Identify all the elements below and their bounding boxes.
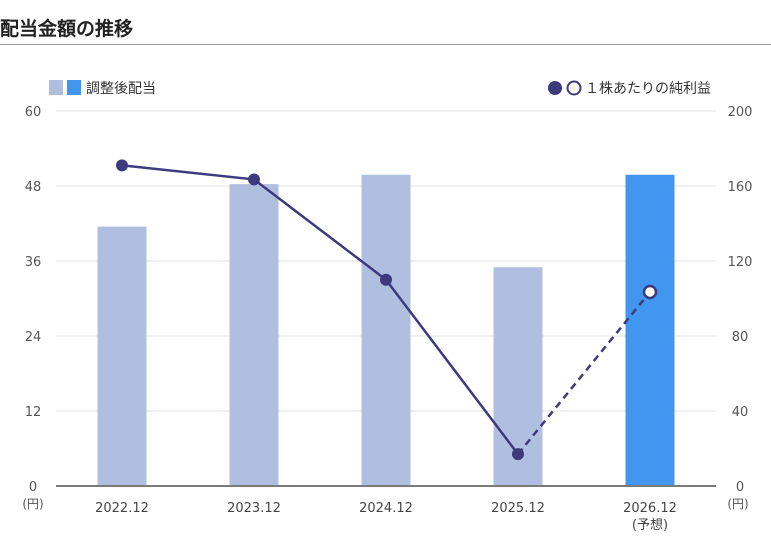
- left-axis-unit: (円): [22, 497, 43, 511]
- left-axis-tick-label: 24: [25, 330, 42, 345]
- eps-point-forecast: [642, 284, 658, 300]
- chart-section-title: 配当金額の推移: [0, 18, 134, 40]
- x-axis-tick-label: 2024.12: [359, 501, 413, 516]
- eps-point: [248, 173, 260, 186]
- x-axis-tick-label: 2022.12: [95, 501, 149, 516]
- left-axis-tick-label: 36: [25, 255, 42, 270]
- left-axis-tick-label: 12: [25, 405, 42, 420]
- eps-point: [512, 448, 524, 461]
- x-axis-tick-label: 2026.12: [623, 501, 677, 516]
- left-axis-tick-label: 60: [25, 105, 42, 120]
- title-divider: [0, 44, 771, 45]
- right-axis-tick-label: 120: [728, 255, 753, 270]
- left-axis-tick-label: 0: [29, 480, 37, 495]
- legend-line-label: １株あたりの純利益: [585, 81, 711, 97]
- bar-2023.12: [229, 184, 279, 486]
- right-axis-tick-label: 40: [732, 405, 749, 420]
- legend: 調整後配当 １株あたりの純利益: [49, 80, 711, 97]
- x-axis-tick-label: 2025.12: [491, 501, 545, 516]
- eps-line-forecast: [517, 291, 651, 455]
- eps-line-actual: [121, 164, 519, 455]
- eps-point: [116, 159, 128, 172]
- right-axis-tick-label: 80: [732, 330, 749, 345]
- right-axis-unit: (円): [727, 497, 748, 511]
- bar-2026.12: [625, 174, 675, 486]
- line-series: [116, 159, 658, 461]
- x-axis-tick-label: 2023.12: [227, 501, 281, 516]
- eps-point: [380, 273, 392, 286]
- axis-ticks: 0 12 24 36 48 60 0 40 80 120 160 200 2022.12 2023.12 2…: [25, 105, 753, 533]
- bar-2022.12: [97, 226, 147, 486]
- legend-bar-swatch-light: [49, 80, 63, 95]
- legend-bar-swatch-blue: [67, 80, 81, 95]
- right-axis-tick-label: 0: [736, 480, 744, 495]
- right-axis-tick-label: 200: [728, 105, 753, 120]
- legend-line-marker-open: [566, 80, 582, 96]
- legend-bar-label: 調整後配当: [86, 81, 156, 97]
- x-axis-forecast-note: (予想): [632, 517, 668, 533]
- right-axis-tick-label: 160: [728, 180, 753, 195]
- left-axis-tick-label: 48: [25, 180, 42, 195]
- bar-2024.12: [361, 174, 411, 486]
- bar-series: [97, 174, 675, 486]
- legend-line-marker-filled: [548, 81, 562, 95]
